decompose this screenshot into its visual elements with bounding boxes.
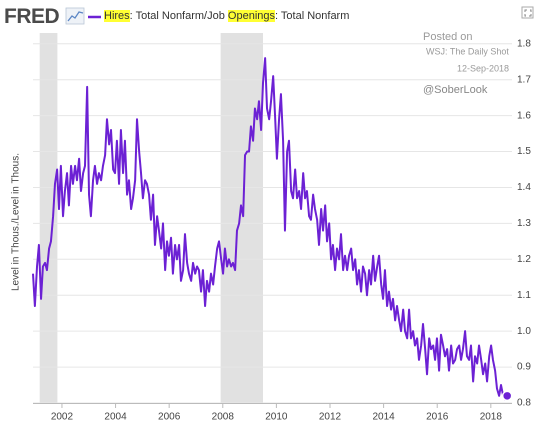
x-tick-label: 2006: [158, 412, 181, 423]
y-tick-label: 1.3: [517, 218, 531, 229]
x-tick-label: 2008: [212, 412, 235, 423]
recession-band: [39, 33, 58, 403]
annotation: WSJ: The Daily Shot: [426, 46, 509, 56]
x-tick-label: 2018: [480, 412, 503, 423]
y-tick-label: 1.6: [517, 110, 531, 121]
y-tick-label: 1.2: [517, 254, 531, 265]
end-point-marker: [501, 390, 513, 402]
y-tick-label: 1.5: [517, 146, 531, 157]
y-tick-label: 1.8: [517, 38, 531, 49]
recession-band: [220, 33, 263, 403]
legend-text: : Total Nonfarm/Job: [129, 10, 228, 22]
y-tick-label: 0.9: [517, 362, 531, 373]
legend-entry: Hires: Total Nonfarm/Job Openings: Total…: [104, 10, 349, 22]
x-tick-label: 2014: [372, 412, 395, 423]
x-tick-label: 2016: [426, 412, 449, 423]
y-tick-label: 1.1: [517, 290, 531, 301]
y-tick-label: 1.7: [517, 74, 531, 85]
data-line: [32, 57, 509, 401]
expand-icon[interactable]: [521, 6, 534, 19]
y-tick-label: 1.0: [517, 326, 531, 337]
annotation: @SoberLook: [423, 84, 488, 96]
y-tick-label: 0.8: [517, 398, 531, 409]
legend-text: : Total Nonfarm: [275, 10, 350, 22]
y-tick-label: 1.4: [517, 182, 531, 193]
legend-highlight: Openings: [227, 10, 275, 22]
annotation: 12-Sep-2018: [457, 63, 509, 73]
x-tick-label: 2004: [104, 412, 127, 423]
logo: FRED: [4, 5, 60, 28]
x-tick-label: 2002: [51, 412, 74, 423]
annotation: Posted on: [423, 31, 473, 43]
logo-icon: [65, 7, 85, 25]
y-axis-label: Level in Thous./Level in Thous.: [11, 153, 22, 291]
x-tick-label: 2010: [265, 412, 288, 423]
x-tick-label: 2012: [319, 412, 342, 423]
legend-highlight: Hires: [104, 10, 130, 22]
